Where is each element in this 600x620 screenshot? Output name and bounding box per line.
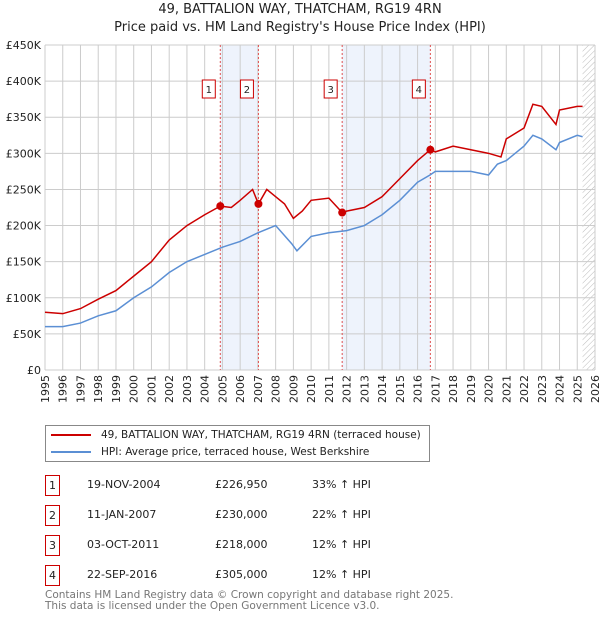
x-tick-label: 2002	[163, 375, 176, 403]
transaction-date: 03-OCT-2011	[87, 538, 160, 551]
footer-licence: This data is licensed under the Open Gov…	[45, 600, 380, 612]
x-tick-label: 2006	[234, 375, 247, 403]
legend-property: 49, BATTALION WAY, THATCHAM, RG19 4RN (t…	[101, 429, 421, 441]
x-tick-label: 2010	[305, 375, 318, 403]
x-tick-label: 2026	[589, 375, 600, 403]
x-tick-label: 1995	[39, 375, 52, 403]
x-tick-label: 2005	[216, 375, 229, 403]
transaction-row: 4 22-SEP-2016 £305,000 12% ↑ HPI	[45, 565, 445, 587]
footer-copyright: Contains HM Land Registry data © Crown c…	[45, 589, 454, 601]
transaction-date: 22-SEP-2016	[87, 568, 158, 581]
transaction-date: 11-JAN-2007	[87, 508, 157, 521]
sale-label: 3	[327, 85, 333, 96]
x-tick-label: 1999	[110, 375, 123, 403]
x-tick-label: 2000	[128, 375, 141, 403]
x-tick-label: 2011	[323, 375, 336, 403]
x-tick-label: 2007	[252, 375, 265, 403]
x-tick-label: 1997	[74, 375, 87, 403]
x-tick-label: 2004	[199, 375, 212, 403]
x-tick-label: 2016	[412, 375, 425, 403]
transaction-number: 4	[45, 565, 60, 586]
transaction-number: 2	[45, 505, 60, 526]
x-tick-label: 2003	[181, 375, 194, 403]
y-tick-label: £100K	[6, 292, 42, 305]
y-tick-label: £250K	[6, 183, 42, 196]
y-tick-label: £350K	[6, 111, 42, 124]
sale-point	[338, 208, 347, 217]
x-tick-label: 2012	[341, 375, 354, 403]
y-tick-label: £150K	[6, 256, 42, 269]
transaction-date: 19-NOV-2004	[87, 478, 161, 491]
shaded-period	[342, 45, 431, 370]
x-tick-label: 2023	[536, 375, 549, 403]
transaction-row: 2 11-JAN-2007 £230,000 22% ↑ HPI	[45, 505, 445, 527]
y-tick-label: £0	[27, 364, 41, 377]
transaction-row: 3 03-OCT-2011 £218,000 12% ↑ HPI	[45, 535, 445, 557]
sale-label-box	[239, 79, 254, 99]
x-tick-label: 2008	[270, 375, 283, 403]
x-tick-label: 2018	[447, 375, 460, 403]
x-tick-label: 2019	[465, 375, 478, 403]
transaction-row: 1 19-NOV-2004 £226,950 33% ↑ HPI	[45, 475, 445, 497]
transaction-delta: 12% ↑ HPI	[312, 568, 371, 581]
footer: Contains HM Land Registry data © Crown c…	[45, 590, 453, 612]
property-price-line	[44, 103, 583, 315]
x-tick-label: 2022	[518, 375, 531, 403]
transaction-price: £230,000	[215, 508, 268, 521]
chart-subtitle: Price paid vs. HM Land Registry's House …	[114, 20, 486, 35]
sale-label-box	[411, 79, 426, 99]
transaction-delta: 33% ↑ HPI	[312, 478, 371, 491]
legend: 49, BATTALION WAY, THATCHAM, RG19 4RN (t…	[45, 425, 430, 462]
y-tick-label: £400K	[6, 75, 42, 88]
legend-blue-line	[51, 451, 91, 453]
hpi-line	[45, 134, 583, 328]
x-tick-label: 2017	[429, 375, 442, 403]
sale-point	[254, 199, 263, 208]
transaction-delta: 12% ↑ HPI	[312, 538, 371, 551]
price-chart: 1995 1996 1997 1998 1999 2000 2001 2002 2003 2004…	[6, 39, 600, 403]
x-tick-label: 2021	[500, 375, 513, 403]
transaction-price: £226,950	[215, 478, 268, 491]
x-tick-label: 2009	[287, 375, 300, 403]
sale-label-box	[323, 79, 338, 99]
transaction-price: £218,000	[215, 538, 268, 551]
transaction-delta: 22% ↑ HPI	[312, 508, 371, 521]
transaction-price: £305,000	[215, 568, 268, 581]
y-tick-label: £200K	[6, 220, 42, 233]
x-tick-label: 2014	[376, 375, 389, 403]
sale-label: 1	[206, 85, 212, 96]
x-tick-label: 1998	[92, 375, 105, 403]
sale-point	[426, 145, 435, 154]
sale-label-box	[201, 79, 216, 99]
sale-label: 4	[416, 85, 422, 96]
x-tick-label: 2024	[554, 375, 567, 403]
sale-point	[216, 202, 225, 211]
x-tick-label: 1996	[57, 375, 70, 403]
y-tick-label: £300K	[6, 147, 42, 160]
x-tick-label: 2020	[483, 375, 496, 403]
forecast-hatch	[582, 45, 595, 370]
x-tick-label: 2015	[394, 375, 407, 403]
x-tick-label: 2001	[145, 375, 158, 403]
transaction-number: 3	[45, 535, 60, 556]
transaction-number: 1	[45, 475, 60, 496]
x-tick-label: 2013	[358, 375, 371, 403]
y-tick-label: £450K	[6, 39, 42, 52]
legend-red-line	[51, 434, 91, 436]
legend-hpi: HPI: Average price, terraced house, West…	[101, 446, 370, 458]
sale-label: 2	[244, 85, 250, 96]
y-tick-label: £50K	[13, 328, 42, 341]
x-tick-label: 2025	[571, 375, 584, 403]
chart-title: 49, BATTALION WAY, THATCHAM, RG19 4RN	[158, 2, 442, 17]
